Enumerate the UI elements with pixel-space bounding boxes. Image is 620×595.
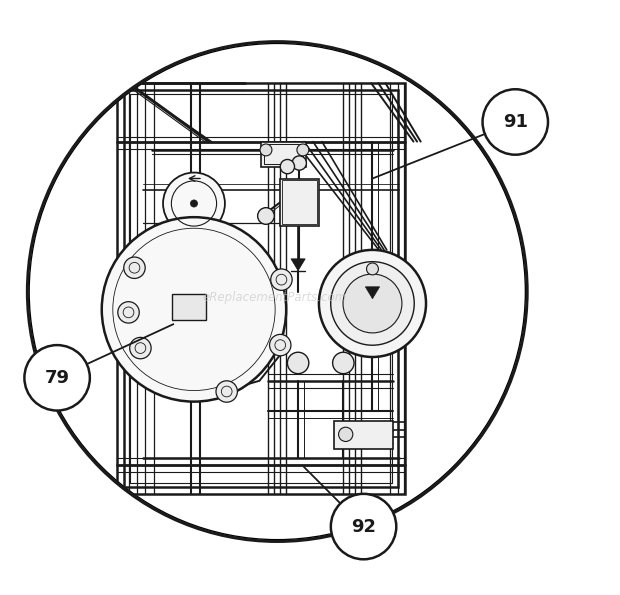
- Circle shape: [339, 427, 353, 441]
- Text: 79: 79: [45, 369, 69, 387]
- Text: 91: 91: [503, 113, 528, 131]
- Circle shape: [270, 334, 291, 356]
- Circle shape: [292, 156, 306, 170]
- Circle shape: [366, 263, 378, 275]
- Circle shape: [271, 269, 292, 290]
- Circle shape: [24, 345, 90, 411]
- Bar: [282, 180, 317, 224]
- Circle shape: [332, 352, 354, 374]
- Circle shape: [343, 274, 402, 333]
- Circle shape: [102, 217, 286, 402]
- Bar: [172, 294, 206, 320]
- Circle shape: [297, 144, 309, 156]
- Bar: [130, 94, 392, 483]
- Circle shape: [163, 173, 225, 234]
- Text: eReplacementParts.com: eReplacementParts.com: [202, 291, 347, 304]
- Circle shape: [124, 257, 145, 278]
- Circle shape: [118, 302, 140, 323]
- Polygon shape: [291, 259, 305, 271]
- Text: 92: 92: [351, 518, 376, 536]
- Circle shape: [258, 208, 274, 224]
- Circle shape: [288, 352, 309, 374]
- Circle shape: [319, 250, 426, 357]
- Polygon shape: [365, 287, 379, 299]
- Circle shape: [216, 381, 237, 402]
- Circle shape: [260, 144, 272, 156]
- Bar: [261, 142, 306, 167]
- Bar: [117, 83, 405, 494]
- Circle shape: [482, 89, 548, 155]
- Circle shape: [190, 200, 198, 207]
- Circle shape: [330, 262, 414, 345]
- Circle shape: [331, 494, 396, 559]
- Bar: [334, 421, 393, 449]
- Circle shape: [280, 159, 294, 174]
- Bar: [124, 90, 398, 487]
- Bar: [264, 144, 303, 164]
- Circle shape: [130, 337, 151, 359]
- Bar: [280, 178, 319, 226]
